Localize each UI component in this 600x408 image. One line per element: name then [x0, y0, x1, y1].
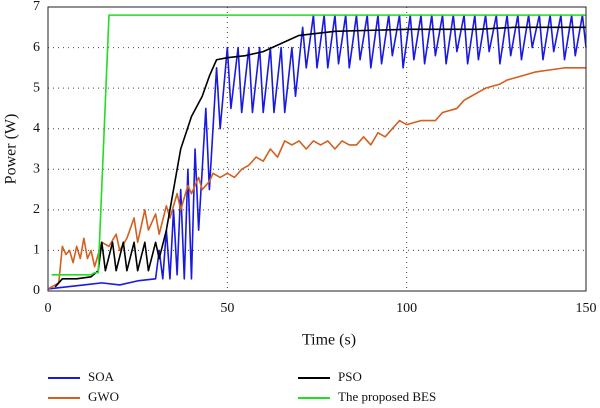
legend-label: The proposed BES — [338, 389, 436, 404]
legend-label: SOA — [88, 369, 115, 384]
legend-label: PSO — [338, 369, 362, 384]
y-tick-label: 6 — [33, 40, 40, 55]
x-tick-label: 150 — [576, 301, 597, 316]
y-tick-label: 2 — [33, 202, 40, 217]
plot-frame — [47, 6, 587, 292]
series-line — [54, 26, 586, 288]
x-tick-label: 100 — [396, 301, 417, 316]
y-tick-label: 3 — [33, 162, 40, 177]
y-tick-label: 5 — [33, 80, 40, 95]
series-line — [47, 67, 586, 290]
x-tick-label: 50 — [220, 301, 234, 316]
series-line — [47, 14, 587, 290]
y-tick-label: 1 — [33, 243, 40, 258]
x-axis-label: Time (s) — [302, 332, 356, 349]
y-tick-label: 0 — [33, 283, 40, 298]
y-axis-label: Power (W) — [3, 114, 20, 185]
legend-label: GWO — [88, 389, 119, 404]
x-tick-label: 0 — [45, 301, 52, 316]
y-tick-label: 4 — [33, 121, 40, 136]
y-tick-label: 7 — [33, 0, 40, 14]
series-line — [51, 14, 586, 276]
